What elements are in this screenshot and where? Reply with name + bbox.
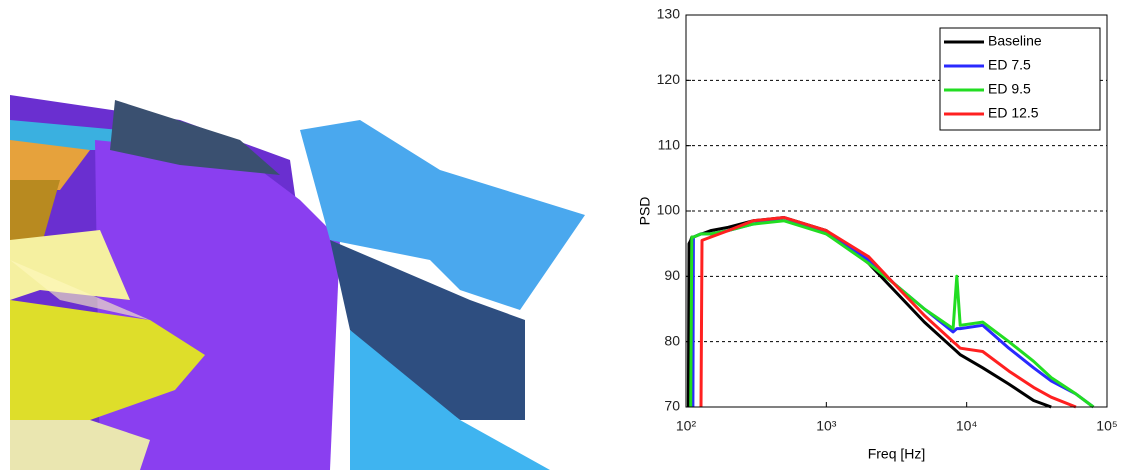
y-axis-label: PSD [637,197,653,226]
x-tick-label: 10² [676,418,697,434]
legend-label: Baseline [988,33,1042,49]
y-tick-label: 90 [664,267,680,283]
legend-label: ED 12.5 [988,105,1039,121]
y-tick-label: 80 [664,332,680,348]
y-tick-label: 110 [658,136,681,152]
plot-frame [685,14,1108,408]
x-tick-label: 10³ [816,418,837,434]
x-axis-label: Freq [Hz] [868,446,926,462]
series-line [689,219,1095,409]
y-tick-label: 70 [664,398,680,414]
y-tick-label: 100 [657,202,681,218]
chart: 70 80 90 100 110 120 130 10² 10³ 10⁴ 10⁵ PSD Freq [H… [637,6,1118,462]
x-tick-label: 10⁵ [1096,418,1117,434]
y-tick-label: 120 [657,71,681,87]
series-line [699,216,1077,409]
x-tick-label: 10⁴ [956,418,978,434]
legend-label: ED 9.5 [988,81,1031,97]
legend-label: ED 7.5 [988,57,1031,73]
y-tick-label: 130 [657,6,681,22]
cad-render [10,95,585,470]
